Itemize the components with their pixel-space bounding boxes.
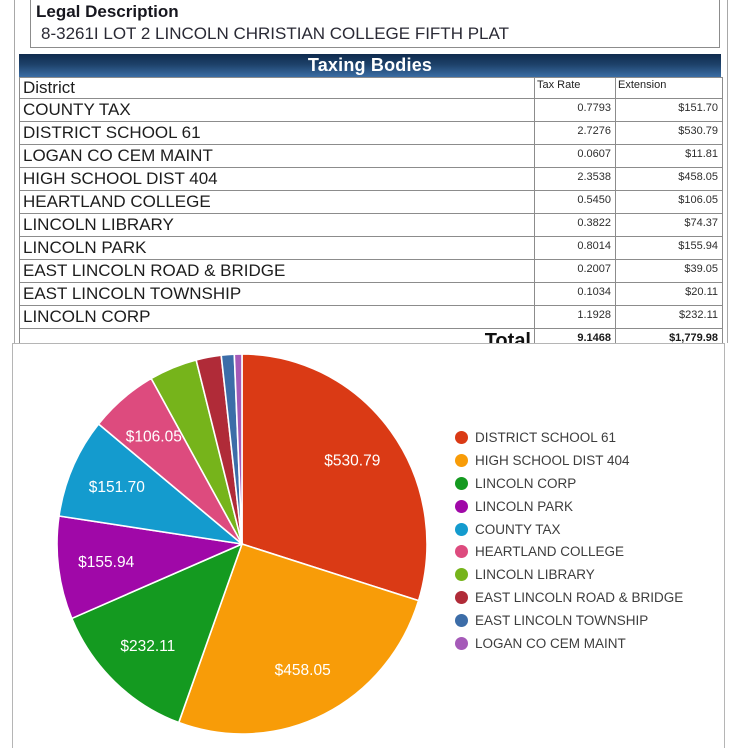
pie-slice[interactable] (56, 515, 243, 620)
extension-cell: $74.37 (615, 213, 723, 237)
legend-swatch-icon (455, 591, 468, 605)
extension-cell: $106.05 (615, 190, 723, 214)
legend-item[interactable]: LOGAN CO CEM MAINT (455, 632, 683, 655)
table-row: HEARTLAND COLLEGE 0.5450 $106.05 (19, 190, 723, 214)
pie-slice-label: $232.11 (120, 638, 175, 655)
extension-cell: $151.70 (615, 98, 723, 122)
tax-rate-cell: 1.1928 (534, 305, 616, 329)
legend-label: COUNTY TAX (475, 521, 561, 537)
pie-slice-label: $106.05 (126, 429, 182, 446)
tax-rate-cell: 2.3538 (534, 167, 616, 191)
district-cell: LINCOLN CORP (19, 305, 535, 329)
legal-description-panel: Legal Description 8-3261I LOT 2 LINCOLN … (30, 0, 720, 48)
district-cell: HIGH SCHOOL DIST 404 (19, 167, 535, 191)
legend-swatch-icon (455, 499, 468, 513)
extension-cell: $530.79 (615, 121, 723, 145)
legend-label: LOGAN CO CEM MAINT (475, 635, 626, 651)
taxing-bodies-header: Taxing Bodies (19, 54, 721, 77)
legend-label: EAST LINCOLN ROAD & BRIDGE (475, 590, 684, 606)
legend-swatch-icon (455, 453, 468, 467)
legend-item[interactable]: COUNTY TAX (455, 518, 683, 541)
table-row: DISTRICT SCHOOL 61 2.7276 $530.79 (19, 121, 723, 145)
pie-slice-label: $151.70 (89, 479, 145, 496)
district-cell: LINCOLN PARK (19, 236, 535, 260)
column-header-extension: Extension (615, 77, 723, 99)
page-right-border (727, 0, 728, 343)
pie-slice[interactable] (70, 543, 243, 724)
table-row: EAST LINCOLN TOWNSHIP 0.1034 $20.11 (19, 282, 723, 306)
table-row: LOGAN CO CEM MAINT 0.0607 $11.81 (19, 144, 723, 168)
tax-rate-cell: 0.7793 (534, 98, 616, 122)
district-cell: EAST LINCOLN TOWNSHIP (19, 282, 535, 306)
extension-cell: $20.11 (615, 282, 723, 306)
chart-legend: DISTRICT SCHOOL 61 HIGH SCHOOL DIST 404 … (455, 426, 683, 655)
pie-slice[interactable] (233, 353, 243, 545)
legal-description-title: Legal Description (36, 2, 179, 21)
legend-label: LINCOLN CORP (475, 475, 577, 491)
legend-label: DISTRICT SCHOOL 61 (475, 429, 617, 445)
district-cell: DISTRICT SCHOOL 61 (19, 121, 535, 145)
legend-item[interactable]: EAST LINCOLN ROAD & BRIDGE (455, 586, 683, 609)
legend-item[interactable]: LINCOLN LIBRARY (455, 563, 683, 586)
table-row: LINCOLN CORP 1.1928 $232.11 (19, 305, 723, 329)
district-cell: HEARTLAND COLLEGE (19, 190, 535, 214)
tax-rate-cell: 0.3822 (534, 213, 616, 237)
taxing-bodies-body: COUNTY TAX 0.7793 $151.70 DISTRICT SCHOO… (19, 98, 723, 329)
taxing-bodies-table: District Tax Rate Extension COUNTY TAX 0… (19, 77, 723, 355)
legal-description-value: 8-3261I LOT 2 LINCOLN CHRISTIAN COLLEGE … (41, 24, 509, 43)
table-row: LINCOLN LIBRARY 0.3822 $74.37 (19, 213, 723, 237)
legend-label: HIGH SCHOOL DIST 404 (475, 452, 630, 468)
tax-rate-cell: 0.2007 (534, 259, 616, 283)
district-cell: LINCOLN LIBRARY (19, 213, 535, 237)
table-header-row: District Tax Rate Extension (19, 77, 723, 99)
legend-item[interactable]: HEARTLAND COLLEGE (455, 540, 683, 563)
extension-cell: $39.05 (615, 259, 723, 283)
table-row: EAST LINCOLN ROAD & BRIDGE 0.2007 $39.05 (19, 259, 723, 283)
legend-item[interactable]: HIGH SCHOOL DIST 404 (455, 449, 683, 472)
pie-slice-label: $530.79 (324, 453, 380, 470)
pie-slice[interactable] (241, 353, 428, 602)
tax-distribution-chart-panel: $530.79 $458.05 $232.11 $155.94 $151.70 $106.… (12, 343, 725, 748)
legend-label: LINCOLN PARK (475, 498, 574, 514)
legend-label: EAST LINCOLN TOWNSHIP (475, 613, 649, 629)
legend-item[interactable]: DISTRICT SCHOOL 61 (455, 426, 683, 449)
column-header-tax-rate: Tax Rate (534, 77, 616, 99)
legend-item[interactable]: LINCOLN PARK (455, 495, 683, 518)
pie-slice-label: $458.05 (275, 662, 331, 679)
legend-item[interactable]: LINCOLN CORP (455, 472, 683, 495)
tax-rate-cell: 0.1034 (534, 282, 616, 306)
column-header-district: District (19, 77, 535, 99)
pie-chart: $530.79 $458.05 $232.11 $155.94 $151.70 $106.… (56, 353, 428, 735)
extension-cell: $458.05 (615, 167, 723, 191)
district-cell: LOGAN CO CEM MAINT (19, 144, 535, 168)
legend-swatch-icon (455, 636, 468, 650)
tax-rate-cell: 0.8014 (534, 236, 616, 260)
table-row: COUNTY TAX 0.7793 $151.70 (19, 98, 723, 122)
district-cell: COUNTY TAX (19, 98, 535, 122)
legend-item[interactable]: EAST LINCOLN TOWNSHIP (455, 609, 683, 632)
tax-rate-cell: 2.7276 (534, 121, 616, 145)
legend-label: LINCOLN LIBRARY (475, 567, 595, 583)
legend-swatch-icon (455, 545, 468, 559)
legend-label: HEARTLAND COLLEGE (475, 544, 625, 560)
table-row: HIGH SCHOOL DIST 404 2.3538 $458.05 (19, 167, 723, 191)
district-cell: EAST LINCOLN ROAD & BRIDGE (19, 259, 535, 283)
legend-swatch-icon (455, 614, 468, 628)
page-left-border (14, 0, 15, 343)
tax-rate-cell: 0.0607 (534, 144, 616, 168)
extension-cell: $11.81 (615, 144, 723, 168)
pie-slice[interactable] (58, 423, 243, 545)
legend-swatch-icon (455, 568, 468, 582)
extension-cell: $232.11 (615, 305, 723, 329)
pie-slice[interactable] (177, 543, 420, 735)
legend-swatch-icon (455, 476, 468, 490)
table-row: LINCOLN PARK 0.8014 $155.94 (19, 236, 723, 260)
pie-slice-label: $155.94 (78, 554, 134, 571)
legend-swatch-icon (455, 430, 468, 444)
extension-cell: $155.94 (615, 236, 723, 260)
tax-rate-cell: 0.5450 (534, 190, 616, 214)
legend-swatch-icon (455, 522, 468, 536)
